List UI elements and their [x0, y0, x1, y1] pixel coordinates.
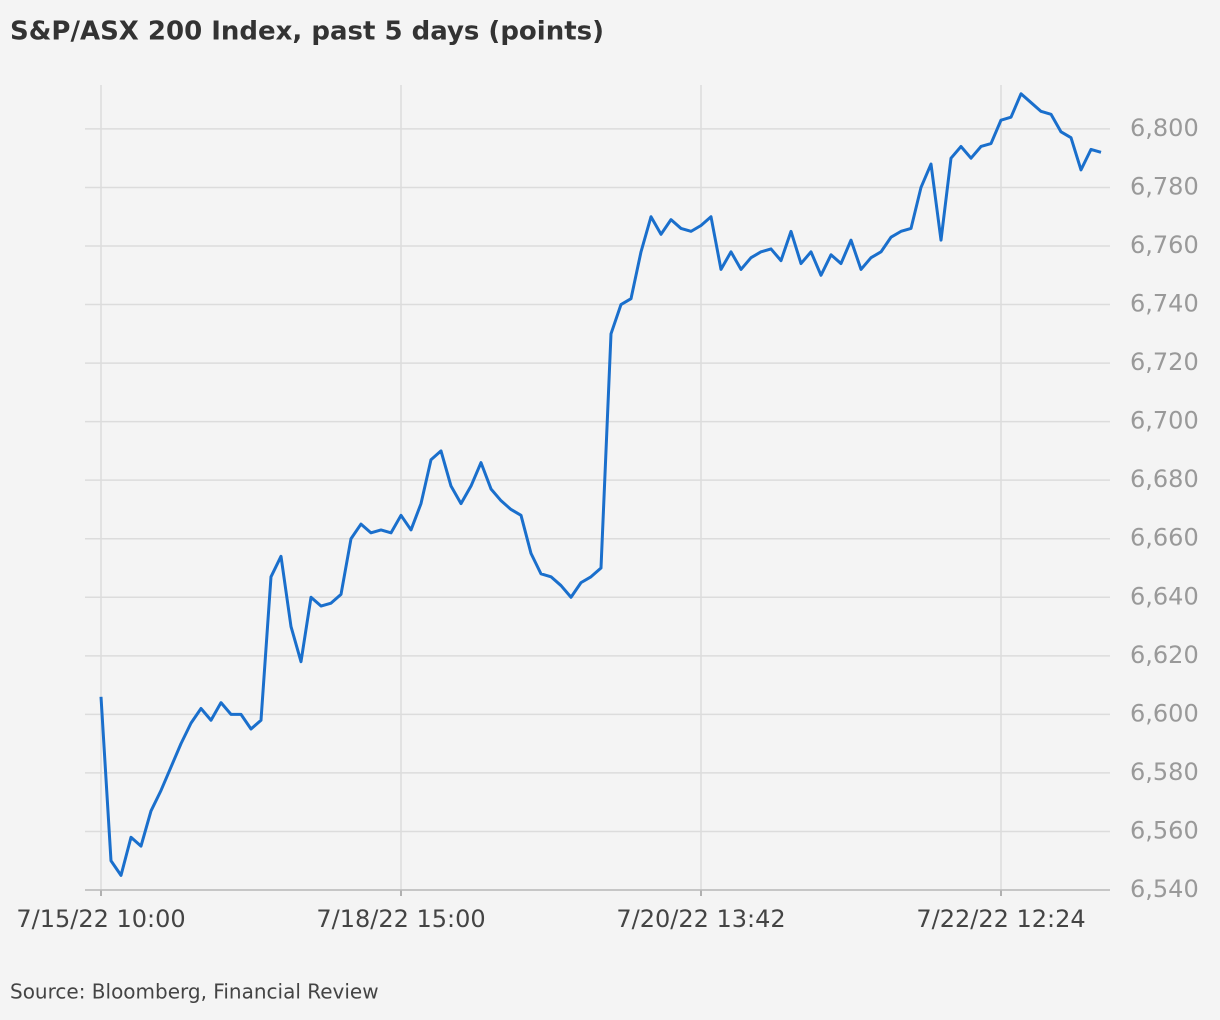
y-tick-label: 6,540: [1130, 875, 1199, 903]
y-tick-label: 6,740: [1130, 290, 1199, 318]
y-tick-label: 6,660: [1130, 524, 1199, 552]
y-tick-label: 6,600: [1130, 699, 1199, 727]
chart-title: S&P/ASX 200 Index, past 5 days (points): [10, 17, 604, 47]
x-tick-label: 7/22/22 12:24: [916, 905, 1085, 933]
x-tick-label: 7/20/22 13:42: [616, 905, 785, 933]
x-tick-label: 7/18/22 15:00: [316, 905, 485, 933]
x-tick-label: 7/15/22 10:00: [16, 905, 185, 933]
y-tick-label: 6,800: [1130, 114, 1199, 142]
y-tick-label: 6,700: [1130, 407, 1199, 435]
source-note: Source: Bloomberg, Financial Review: [10, 980, 379, 1004]
y-tick-label: 6,780: [1130, 172, 1199, 200]
price-line: [99, 92, 1102, 877]
y-tick-label: 6,640: [1130, 582, 1199, 610]
y-tick-label: 6,580: [1130, 758, 1199, 786]
y-tick-label: 6,720: [1130, 348, 1199, 376]
y-tick-label: 6,620: [1130, 641, 1199, 669]
y-tick-label: 6,760: [1130, 231, 1199, 259]
y-tick-label: 6,680: [1130, 465, 1199, 493]
y-tick-label: 6,560: [1130, 816, 1199, 844]
